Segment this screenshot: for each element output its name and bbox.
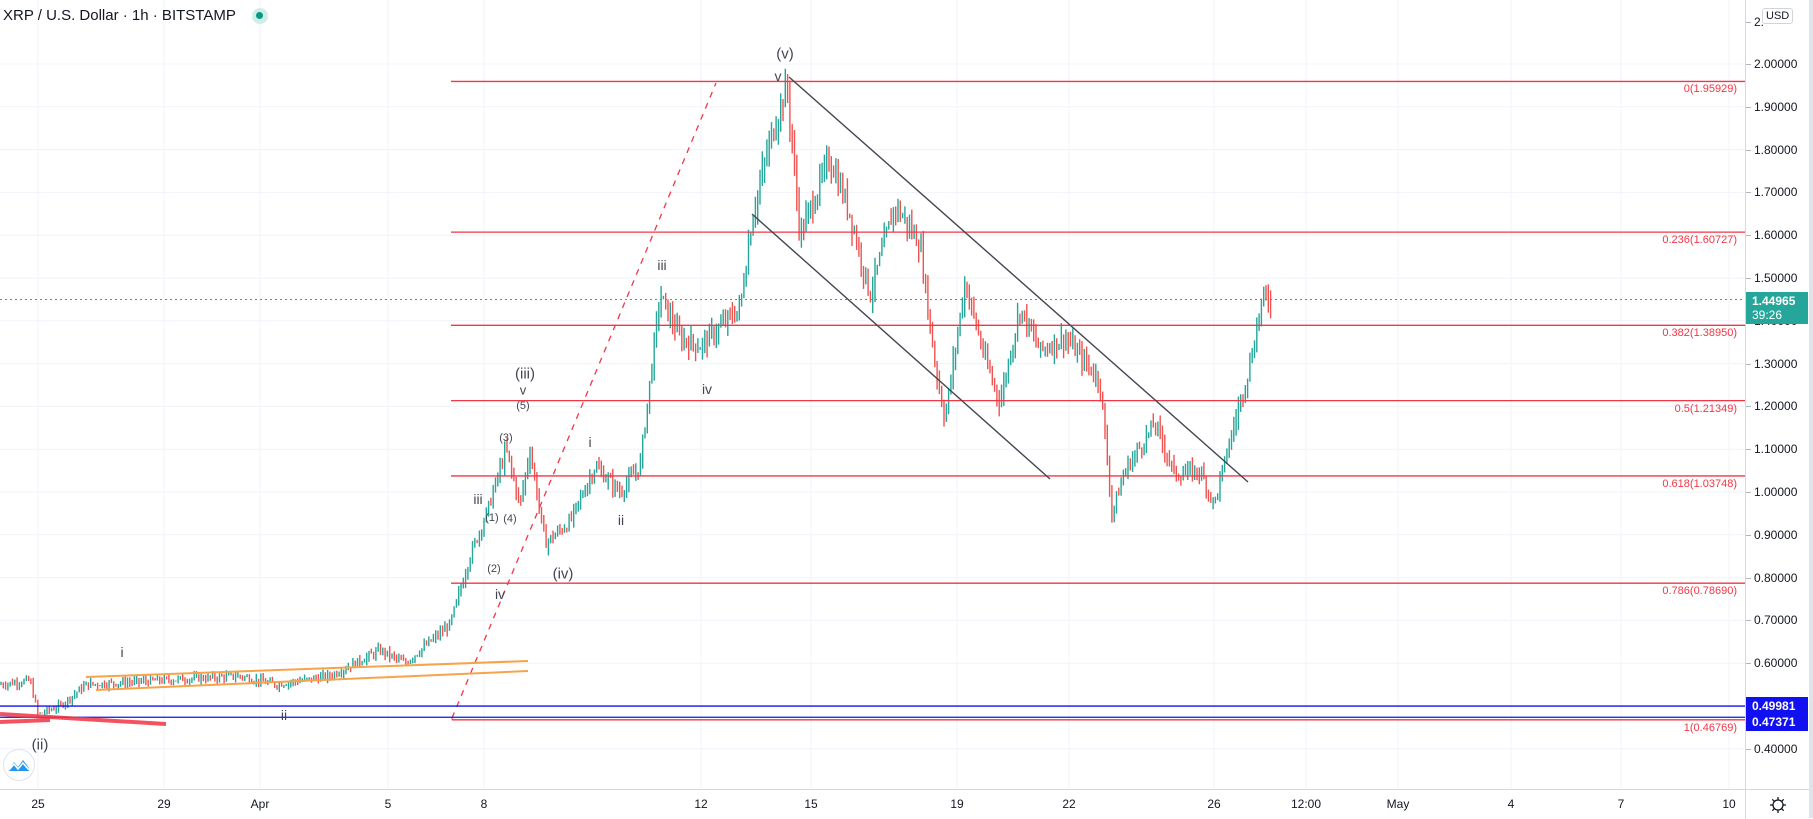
time-tick-label: 19 [950,797,964,811]
wave-label[interactable]: i [588,434,592,450]
price-tick-partial: 2. [1745,15,1765,29]
orange-channel-lower [95,670,529,691]
fib-level-label: 0.5(1.21349) [1674,402,1737,415]
wave-label[interactable]: (3) [499,432,513,444]
price-tick-label: 1.60000 [1745,228,1798,243]
time-tick-label: 12 [694,797,708,811]
right-toolbar-edge [1809,0,1813,818]
fib-level-label: 0.786(0.78690) [1662,585,1737,598]
tradingview-logo[interactable] [3,749,35,781]
wave-label[interactable]: (iii) [515,365,535,383]
time-tick-label: 8 [480,797,488,811]
time-tick-label: 25 [31,797,45,811]
price-tick-label: 0.40000 [1745,741,1798,756]
price-tick-label: 1.10000 [1745,442,1798,457]
last-price-value: 1.44965 [1752,294,1796,308]
fib-level-label: 1(0.46769) [1683,721,1737,734]
orange-channel-upper [85,660,529,678]
price-tick-label: 0.90000 [1745,527,1798,542]
wave-label[interactable]: ii [617,512,625,528]
time-tick-label: 26 [1207,797,1221,811]
wave-label[interactable]: i [120,644,124,660]
fib-level-label: 0.618(1.03748) [1662,477,1737,490]
wave-label[interactable]: (1) [485,512,499,524]
wave-label[interactable]: iii [657,257,667,273]
wave-label[interactable]: v [519,382,527,398]
wave-label[interactable]: v [774,68,782,84]
price-tick-label: 1.90000 [1745,99,1798,114]
time-tick-label: May [1386,797,1410,811]
wave-label[interactable]: iii [473,491,483,507]
chart-pane[interactable]: 0(1.95929) 0.236(1.60727) 0.382(1.38950) 0.… [0,0,1745,789]
price-tick-label: 1.30000 [1745,356,1798,371]
symbol-title[interactable]: XRP / U.S. Dollar · 1h · BITSTAMP [3,7,236,24]
market-open-dot-icon [256,12,264,19]
time-axis[interactable]: 25 29 Apr 5 8 12 15 19 22 26 12:00 May 4 7 10 [0,789,1745,819]
price-tick-label: 1.20000 [1745,399,1798,414]
grid [0,0,1745,789]
price-tick-label: 0.80000 [1745,570,1798,585]
level-badge-upper: 0.49981 [1746,697,1808,715]
price-tick-label: 1.70000 [1745,185,1798,200]
wave-label[interactable]: (2) [487,563,501,575]
gear-icon [1770,796,1786,813]
fib-level-label: 0.382(1.38950) [1662,327,1737,340]
price-axis[interactable]: 2. USD 2.00000 1.90000 1.80000 1.70000 1.600… [1745,0,1810,789]
wave-label[interactable]: ii [280,707,288,723]
time-tick-label: 22 [1062,797,1076,811]
time-tick-label: 5 [384,797,392,811]
fib-level-label: 0(1.95929) [1683,83,1737,96]
price-tick-label: 0.70000 [1745,613,1798,628]
time-tick-label: 15 [804,797,818,811]
channel-upper-line [788,76,1249,483]
drawings-layer[interactable] [0,0,1745,789]
wave-label[interactable]: (5) [516,400,530,412]
last-price-badge: 1.44965 39:26 [1746,292,1808,324]
wave-label[interactable]: (iv) [552,565,574,583]
red-trend-line [0,712,167,726]
wave-label[interactable]: (v) [776,45,794,63]
wave-label[interactable]: iv [701,381,713,397]
wave-label[interactable]: iv [494,586,506,602]
level-badge-lower: 0.47371 [1746,713,1808,731]
price-tick-label: 1.50000 [1745,271,1798,285]
wave-label[interactable]: (4) [503,513,517,525]
symbol-legend[interactable]: XRP / U.S. Dollar · 1h · BITSTAMP [3,7,268,24]
time-tick-label: 4 [1507,797,1515,811]
channel-lower-line [751,213,1051,480]
fib-level-label: 0.236(1.60727) [1662,234,1737,247]
bar-countdown: 39:26 [1752,308,1783,322]
red-trend-line [0,718,51,724]
tradingview-cloud-icon [8,760,30,771]
time-tick-label: Apr [250,797,270,811]
time-tick-label: 12:00 [1290,797,1322,811]
chart-settings-button[interactable] [1745,789,1810,819]
wave-label[interactable]: (ii) [31,736,49,754]
time-tick-label: 29 [157,797,171,811]
price-tick-label: 1.80000 [1745,142,1798,157]
time-tick-label: 10 [1722,797,1736,811]
currency-button[interactable]: USD [1762,8,1794,24]
price-tick-label: 2.00000 [1745,57,1798,71]
price-tick-label: 0.60000 [1745,656,1798,671]
price-tick-label: 1.00000 [1745,485,1798,499]
time-tick-label: 7 [1617,797,1625,811]
market-status-indicator[interactable] [251,7,268,24]
